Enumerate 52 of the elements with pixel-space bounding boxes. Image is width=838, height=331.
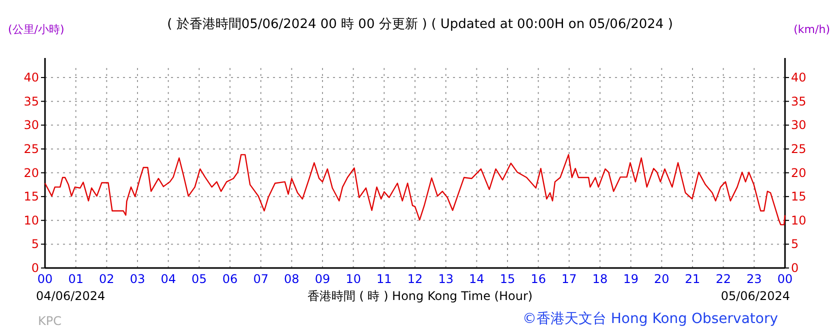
x-tick-label: 03 (130, 272, 146, 286)
y-tick-label: 30 (24, 118, 39, 132)
text: 05/06/2024 (720, 289, 790, 303)
x-tick-label: 22 (716, 272, 731, 286)
y2-tick-label: 20 (791, 166, 806, 180)
text: ©香港天文台 Hong Kong Observatory (522, 311, 778, 327)
x-tick-label: 02 (99, 272, 114, 286)
y2-tick-label: 0 (791, 261, 799, 275)
y-axis-title: (公里/小時) (8, 23, 64, 36)
text: KPC (38, 314, 62, 328)
x-tick-label: 14 (469, 272, 484, 286)
x-tick-label: 11 (376, 272, 392, 286)
x-tick-label: 09 (314, 272, 330, 286)
y2-tick-label: 5 (791, 237, 799, 252)
y2-tick-label: 25 (791, 142, 806, 156)
y2-tick-label: 15 (791, 190, 806, 204)
y-tick-label: 35 (24, 94, 39, 108)
x-tick-label: 12 (407, 272, 423, 286)
x-tick-label: 19 (623, 272, 638, 286)
chart-title: ( 於香港時間05/06/2024 00 時 00 分更新 ) ( Updated at 00:00H on 05/06/2024 ) (167, 17, 673, 32)
x-tick-label: 08 (284, 272, 300, 286)
y2-axis-title: (km/h) (794, 23, 830, 36)
y-tick-label: 15 (24, 190, 39, 204)
x-tick-label: 06 (222, 272, 238, 286)
x-tick-label: 23 (746, 272, 762, 286)
x-tick-label: 18 (592, 272, 608, 286)
y-tick-label: 0 (31, 261, 39, 275)
x-tick-label: 05 (192, 272, 207, 286)
x-tick-label: 17 (562, 272, 577, 286)
x-tick-label: 13 (438, 272, 454, 286)
x-tick-label: 10 (346, 272, 361, 286)
x-tick-label: 16 (530, 272, 546, 286)
y-tick-label: 10 (24, 213, 39, 228)
x-tick-label: 00 (777, 272, 793, 286)
y2-tick-label: 10 (791, 213, 806, 228)
y-tick-label: 40 (24, 70, 39, 85)
y-tick-label: 5 (31, 237, 39, 252)
y2-tick-label: 35 (791, 94, 806, 108)
y-tick-label: 25 (24, 142, 39, 156)
x-tick-label: 21 (684, 272, 700, 286)
x-tick-label: 04 (160, 272, 176, 286)
x-tick-label: 01 (68, 272, 84, 286)
x-tick-label: 00 (37, 272, 53, 286)
line-series (44, 154, 786, 226)
x-axis-title: 香港時間 ( 時 ) Hong Kong Time (Hour) (307, 289, 533, 303)
text: 04/06/2024 (36, 289, 106, 303)
y2-tick-label: 30 (791, 118, 806, 132)
x-tick-label: 07 (253, 272, 268, 286)
y2-tick-label: 40 (791, 70, 806, 85)
x-tick-label: 15 (500, 272, 516, 286)
y-tick-label: 20 (24, 166, 39, 180)
x-tick-label: 20 (654, 272, 670, 286)
